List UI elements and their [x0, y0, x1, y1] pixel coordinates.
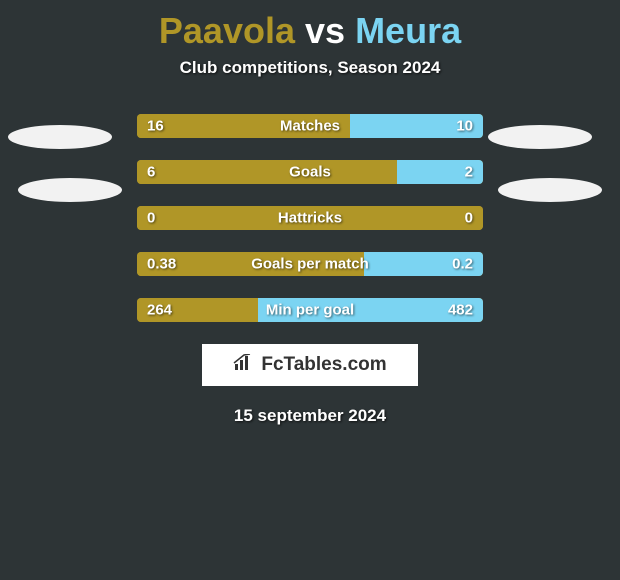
player-left-badge-top — [8, 125, 112, 149]
stat-value-right: 2 — [465, 164, 473, 181]
stat-value-right: 10 — [456, 118, 473, 135]
stat-row: 0.38 0.2 Goals per match — [137, 252, 483, 276]
stat-label: Goals per match — [251, 256, 369, 273]
stat-label: Matches — [280, 118, 340, 135]
player-right-badge-bottom — [498, 178, 602, 202]
page-title: Paavola vs Meura — [0, 0, 620, 58]
stat-bar-left — [137, 160, 397, 184]
comparison-chart: 16 10 Matches 6 2 Goals 0 0 Hattricks 0.38 0.2 Goal… — [137, 114, 483, 322]
stat-value-left: 0 — [147, 210, 155, 227]
bar-chart-icon — [233, 354, 255, 377]
stat-row: 264 482 Min per goal — [137, 298, 483, 322]
stat-value-left: 0.38 — [147, 256, 176, 273]
player-right-badge-top — [488, 125, 592, 149]
stat-value-left: 6 — [147, 164, 155, 181]
stat-value-right: 0.2 — [452, 256, 473, 273]
stat-value-left: 16 — [147, 118, 164, 135]
stat-label: Min per goal — [266, 302, 354, 319]
subtitle: Club competitions, Season 2024 — [0, 58, 620, 78]
stat-label: Hattricks — [278, 210, 342, 227]
footer-date: 15 september 2024 — [0, 406, 620, 426]
player-right-name: Meura — [355, 10, 461, 51]
stat-value-right: 0 — [465, 210, 473, 227]
stat-value-right: 482 — [448, 302, 473, 319]
player-left-name: Paavola — [159, 10, 295, 51]
stat-label: Goals — [289, 164, 331, 181]
stat-row: 16 10 Matches — [137, 114, 483, 138]
stat-row: 6 2 Goals — [137, 160, 483, 184]
player-left-badge-bottom — [18, 178, 122, 202]
stat-row: 0 0 Hattricks — [137, 206, 483, 230]
vs-text: vs — [305, 10, 345, 51]
branding-text: FcTables.com — [261, 354, 386, 376]
stat-value-left: 264 — [147, 302, 172, 319]
branding-box: FcTables.com — [202, 344, 418, 386]
